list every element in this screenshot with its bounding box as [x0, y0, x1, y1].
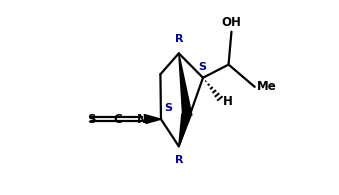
Text: S: S — [198, 61, 206, 72]
Text: R: R — [175, 34, 183, 44]
Polygon shape — [179, 53, 192, 117]
Polygon shape — [179, 114, 191, 146]
Text: Me: Me — [257, 80, 277, 93]
Text: S: S — [87, 113, 95, 126]
Text: H: H — [223, 96, 233, 108]
Text: OH: OH — [221, 16, 241, 29]
Polygon shape — [146, 115, 161, 123]
Text: S: S — [164, 103, 172, 113]
Text: R: R — [175, 155, 183, 165]
Text: C: C — [114, 113, 122, 126]
Text: N: N — [137, 113, 147, 126]
